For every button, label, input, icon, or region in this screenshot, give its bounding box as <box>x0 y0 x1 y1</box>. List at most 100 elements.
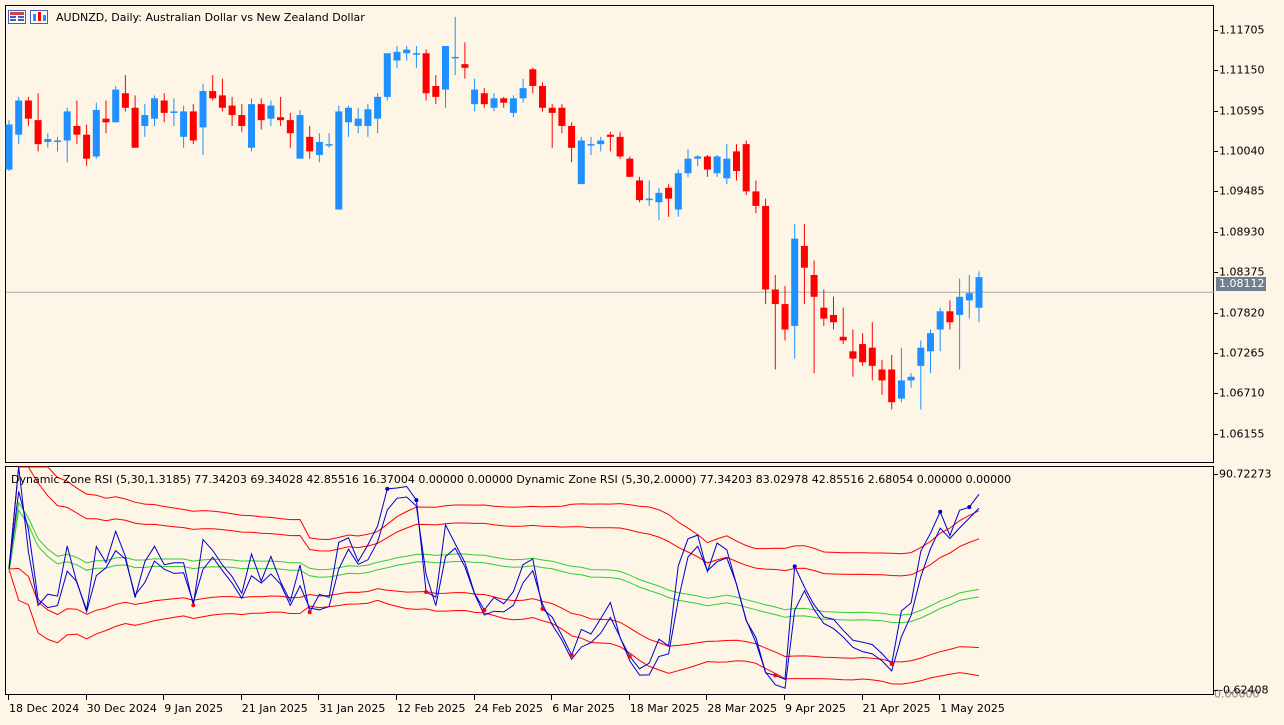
candle <box>946 300 954 330</box>
candle <box>519 78 527 103</box>
rsi-line-secondary <box>8 491 980 689</box>
candle-body <box>771 289 779 305</box>
price-axis-tick <box>1214 70 1218 72</box>
price-axis-label: 1.08930 <box>1219 225 1265 239</box>
candle-body <box>665 187 673 199</box>
candle-body <box>781 304 789 330</box>
rsi-signal-dot <box>792 564 797 569</box>
candle-body <box>218 95 226 108</box>
price-chart-svg <box>5 16 1215 410</box>
candle <box>868 322 876 381</box>
candle <box>63 107 71 163</box>
price-axis-label: 1.07820 <box>1219 306 1265 319</box>
candle-body <box>723 158 731 179</box>
candle-body <box>73 125 81 135</box>
time-axis-label: 12 Feb 2025 <box>397 702 466 715</box>
candle <box>927 329 934 374</box>
candle <box>15 96 23 145</box>
candle <box>170 98 178 126</box>
candle <box>897 347 905 403</box>
current-price-label: 1.08112 <box>1216 277 1266 291</box>
candle-body <box>354 118 362 126</box>
candle-body <box>888 369 896 403</box>
candle <box>364 104 372 137</box>
candle-body <box>180 111 188 137</box>
candle <box>218 78 226 112</box>
candle-body <box>762 205 770 290</box>
candle <box>936 307 944 352</box>
candle-body <box>839 336 847 341</box>
candle <box>480 88 488 108</box>
candle-body <box>364 109 372 126</box>
rsi-signal-dot <box>482 607 487 612</box>
candle <box>587 136 595 156</box>
candle <box>248 98 255 152</box>
time-axis-label: 31 Jan 2025 <box>319 702 386 715</box>
candle <box>839 307 847 345</box>
candle-body <box>44 139 52 142</box>
candle <box>131 95 139 148</box>
candle-body <box>92 109 100 157</box>
time-axis-tick <box>784 695 785 700</box>
candle <box>733 144 740 181</box>
candle-body <box>878 369 886 381</box>
candle-body <box>432 85 440 97</box>
candle-body <box>277 117 285 121</box>
candle-body <box>480 93 488 105</box>
candle <box>306 125 314 159</box>
candle-body <box>975 277 983 308</box>
candle <box>539 82 546 112</box>
rsi-signal-dot <box>414 498 419 503</box>
candle <box>141 104 149 137</box>
candle <box>34 93 42 152</box>
candle-body <box>713 156 721 174</box>
price-axis-tick <box>1214 312 1218 314</box>
rsi-signal-dot <box>889 662 894 667</box>
price-axis-tick <box>1214 433 1218 435</box>
rsi-signal-dot <box>424 589 429 594</box>
price-axis-tick <box>1214 30 1218 32</box>
candle-body <box>597 140 605 145</box>
price-chart-pane[interactable] <box>5 5 1215 463</box>
time-axis-label: 1 May 2025 <box>940 702 1005 715</box>
time-axis-tick <box>396 695 397 700</box>
candle-body <box>509 98 517 113</box>
candle-body <box>529 69 537 86</box>
candle-body <box>345 107 352 123</box>
candle <box>228 96 236 126</box>
candle <box>917 340 925 410</box>
price-axis-label: 1.07265 <box>1219 346 1265 360</box>
price-axis-tick <box>1214 110 1218 112</box>
chart-menu-icon[interactable] <box>8 10 26 24</box>
candle <box>286 112 294 148</box>
candle-body <box>558 107 566 126</box>
candle-body <box>655 192 663 203</box>
candle-body <box>315 141 323 156</box>
candle <box>500 96 508 108</box>
price-axis-label: 1.11705 <box>1219 23 1265 37</box>
candle-body <box>752 191 760 206</box>
candle <box>325 133 333 148</box>
candle <box>907 373 915 388</box>
candle <box>383 53 391 101</box>
candle <box>597 136 605 152</box>
candle <box>54 136 61 152</box>
candle-body <box>325 144 333 146</box>
indicator-chart-svg <box>8 466 980 689</box>
time-axis-label: 6 Mar 2025 <box>552 702 615 715</box>
candle-body <box>694 156 702 159</box>
candle-body <box>160 100 168 113</box>
indicator-scale-tick <box>1214 474 1218 475</box>
price-axis-label: 1.10595 <box>1219 104 1265 118</box>
indicator-scale-top: 90.72273 <box>1219 467 1272 481</box>
rsi-signal-dot <box>627 654 632 659</box>
upper-band-outer-line <box>8 466 980 570</box>
time-axis-tick <box>861 695 863 700</box>
price-axis-tick <box>1214 191 1218 193</box>
candle-body <box>500 98 508 103</box>
candle-body <box>112 89 120 123</box>
indicator-pane[interactable] <box>5 466 1214 695</box>
candle-body <box>907 376 915 381</box>
candle-body <box>956 296 964 315</box>
one-click-trading-icon[interactable] <box>30 10 48 24</box>
